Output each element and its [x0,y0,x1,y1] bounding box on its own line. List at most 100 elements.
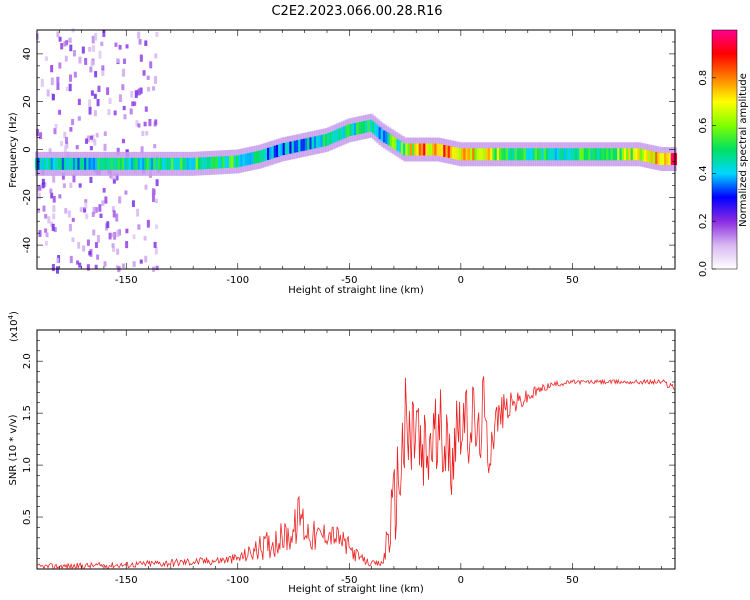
spectrogram-cell [606,148,611,161]
spectrogram-cell [103,143,107,151]
spectrogram-cell [130,157,135,170]
spectrogram-cell [98,50,102,59]
spectrogram-cell [396,139,401,152]
spectrogram-cell [86,264,90,271]
spectrogram-cell [60,140,64,147]
spectrogram-cell [89,176,93,184]
spectrogram-cell [284,142,289,155]
spectrogram-cell [101,65,105,71]
spectrogram-cell [100,41,104,46]
spectrogram-cell [543,148,548,161]
spectrogram-cell [72,174,76,183]
spectrogram-cell [318,135,323,148]
spectrogram-cell [81,157,86,170]
spectrogram-cell [69,44,73,52]
spectrogram-cell [142,157,147,170]
spectrogram-cell [420,143,425,156]
spectrogram-cell [548,148,553,161]
spectrogram-cell [104,157,109,170]
spectrogram-cell [238,154,242,167]
spectrogram-cell [400,142,405,155]
spectrogram-cell [55,157,60,170]
spectrogram-cell [71,237,75,242]
spectrogram-cell [137,31,141,39]
chart-title: C2E2.2023.066.00.28.R16 [271,4,442,19]
spectrogram-cell [124,157,129,170]
spectrogram-cell [541,148,546,161]
spectrogram-x-axis-label: Height of straight line (km) [288,285,424,296]
spectrogram-cell [641,149,646,162]
spectrogram-cell [82,245,86,252]
spectrogram-cell [166,157,171,170]
spectrogram-cell [88,106,92,115]
spectrogram-cell [44,240,48,246]
spectrogram-cell [501,148,506,161]
spectrogram-cell [54,124,58,129]
spectrogram-cell [144,40,148,46]
spectrogram-cell [57,157,62,170]
spectrogram-cell [574,148,579,161]
spectrogram-cell [155,31,159,37]
spectrogram-cell [358,122,363,134]
spectrogram-cell [300,139,305,152]
spectrogram-cell [470,148,474,161]
spectrogram-cell [63,41,67,47]
spectrogram-cell [550,148,555,161]
spectrogram-cell [102,188,106,193]
snr-multiplier-exponent: 4 [7,314,15,319]
spectrogram-cell [79,207,83,213]
spectrogram-cell [63,131,67,139]
spectrogram-cell [356,122,361,135]
spectrogram-cell [380,129,385,142]
spectrogram-cell [492,148,497,161]
spectrogram-cell [115,213,119,222]
spectrogram-cell [570,148,575,161]
spectrogram-cell [164,157,169,170]
spectrogram-cell [407,143,412,156]
spectrogram-cell [490,148,495,161]
spectrogram-cell [99,157,104,170]
spectrogram-cell [90,90,94,96]
spectrogram-cell [333,130,338,143]
spectrogram-cell [112,178,116,184]
spectrogram-cell [659,153,664,166]
spectrogram-cell [133,157,138,170]
spectrogram-cell [113,232,117,240]
spectrogram-cell [322,134,327,147]
spectrogram-cell [96,99,100,107]
spectrogram-cell [89,135,93,140]
spectrogram-cell [60,43,64,50]
spectrogram-cell [441,144,445,157]
spectrogram-cell [494,148,499,161]
spectrogram-cell [153,241,157,248]
spectrogram-cell [144,184,148,190]
spectrogram-cell [438,144,443,156]
spectrogram-cell [347,124,352,137]
spectrogram-cell [639,148,644,161]
spectrogram-cell [354,122,358,135]
spectrogram-cell [53,226,57,233]
spectrogram-cell [610,148,615,161]
spectrogram-cell [534,148,539,161]
spectrogram-cell [134,90,138,98]
spectrogram-cell [235,155,240,168]
spectrogram-cell [112,246,116,252]
spectrogram-cell [369,119,374,132]
spectrogram-cell [72,157,77,170]
spectrogram-cell [154,53,158,59]
spectrogram-x-tick-label: -100 [226,275,249,286]
colorbar-gradient [711,29,738,270]
spectrogram-cell [113,110,117,116]
spectrogram-cell [630,148,635,161]
spectrogram-cell [37,185,41,191]
spectrogram-cell [154,198,158,204]
spectrogram-cell [96,235,100,243]
spectrogram-cell [472,148,477,161]
spectrogram-cell [137,157,142,170]
spectrogram-cell [487,148,492,161]
spectrogram-cell [572,148,577,161]
spectrogram-cell [69,182,73,188]
spectrogram-cell [132,261,136,268]
spectrogram-cell [240,154,245,167]
spectrogram-cell [661,153,666,166]
